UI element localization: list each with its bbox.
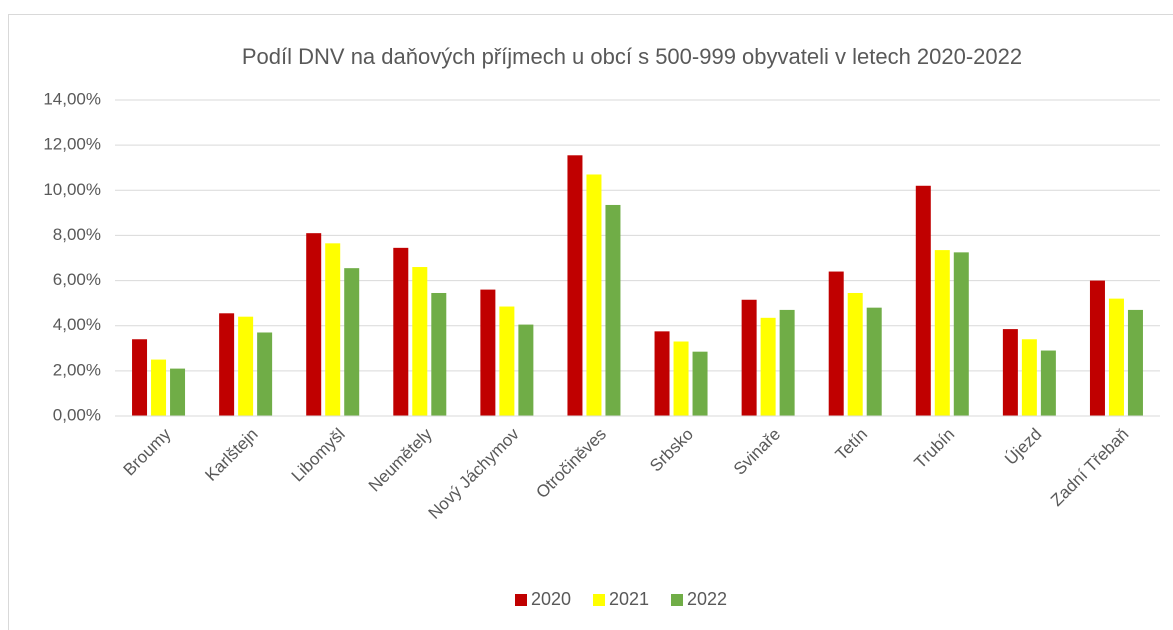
- bar: [499, 306, 515, 416]
- bar: [828, 271, 844, 416]
- bar: [1127, 309, 1143, 416]
- bar: [779, 309, 795, 416]
- y-tick-label: 8,00%: [53, 225, 101, 244]
- bar: [1040, 350, 1056, 416]
- bar: [1021, 339, 1037, 416]
- bar: [673, 341, 689, 416]
- chart-title: Podíl DNV na daňových příjmech u obcí s …: [242, 44, 1022, 69]
- y-tick-label: 0,00%: [53, 405, 101, 424]
- bar: [170, 368, 186, 416]
- bar: [934, 250, 950, 416]
- bar: [1002, 329, 1018, 416]
- bar: [1089, 280, 1105, 416]
- bar: [915, 185, 931, 416]
- bar: [132, 339, 148, 416]
- bar: [760, 317, 776, 416]
- y-tick-label: 6,00%: [53, 270, 101, 289]
- bar: [1108, 298, 1124, 416]
- bar: [518, 324, 534, 416]
- bar: [431, 292, 447, 416]
- bar: [306, 233, 322, 416]
- y-tick-label: 2,00%: [53, 360, 101, 379]
- legend-label: 2022: [687, 589, 727, 609]
- y-tick-label: 12,00%: [43, 135, 101, 154]
- y-tick-label: 14,00%: [43, 89, 101, 108]
- legend-label: 2020: [531, 589, 571, 609]
- bar: [953, 252, 969, 416]
- bar: [219, 313, 235, 416]
- bar: [412, 267, 428, 416]
- bar: [480, 289, 496, 416]
- legend-swatch: [671, 594, 683, 606]
- legend-swatch: [515, 594, 527, 606]
- bar: [654, 331, 670, 416]
- bar: [325, 243, 341, 416]
- bar: [151, 359, 167, 416]
- bar: [393, 247, 409, 416]
- y-tick-label: 4,00%: [53, 315, 101, 334]
- bar: [567, 155, 583, 417]
- bar: [344, 268, 360, 416]
- bar: [741, 299, 757, 416]
- bar: [692, 351, 708, 416]
- bar: [866, 307, 882, 416]
- legend-swatch: [593, 594, 605, 606]
- bar: [605, 204, 621, 416]
- legend-label: 2021: [609, 589, 649, 609]
- bar: [257, 332, 273, 416]
- bar: [847, 292, 863, 416]
- y-tick-label: 10,00%: [43, 180, 101, 199]
- bar: [238, 316, 254, 416]
- bar: [586, 174, 602, 416]
